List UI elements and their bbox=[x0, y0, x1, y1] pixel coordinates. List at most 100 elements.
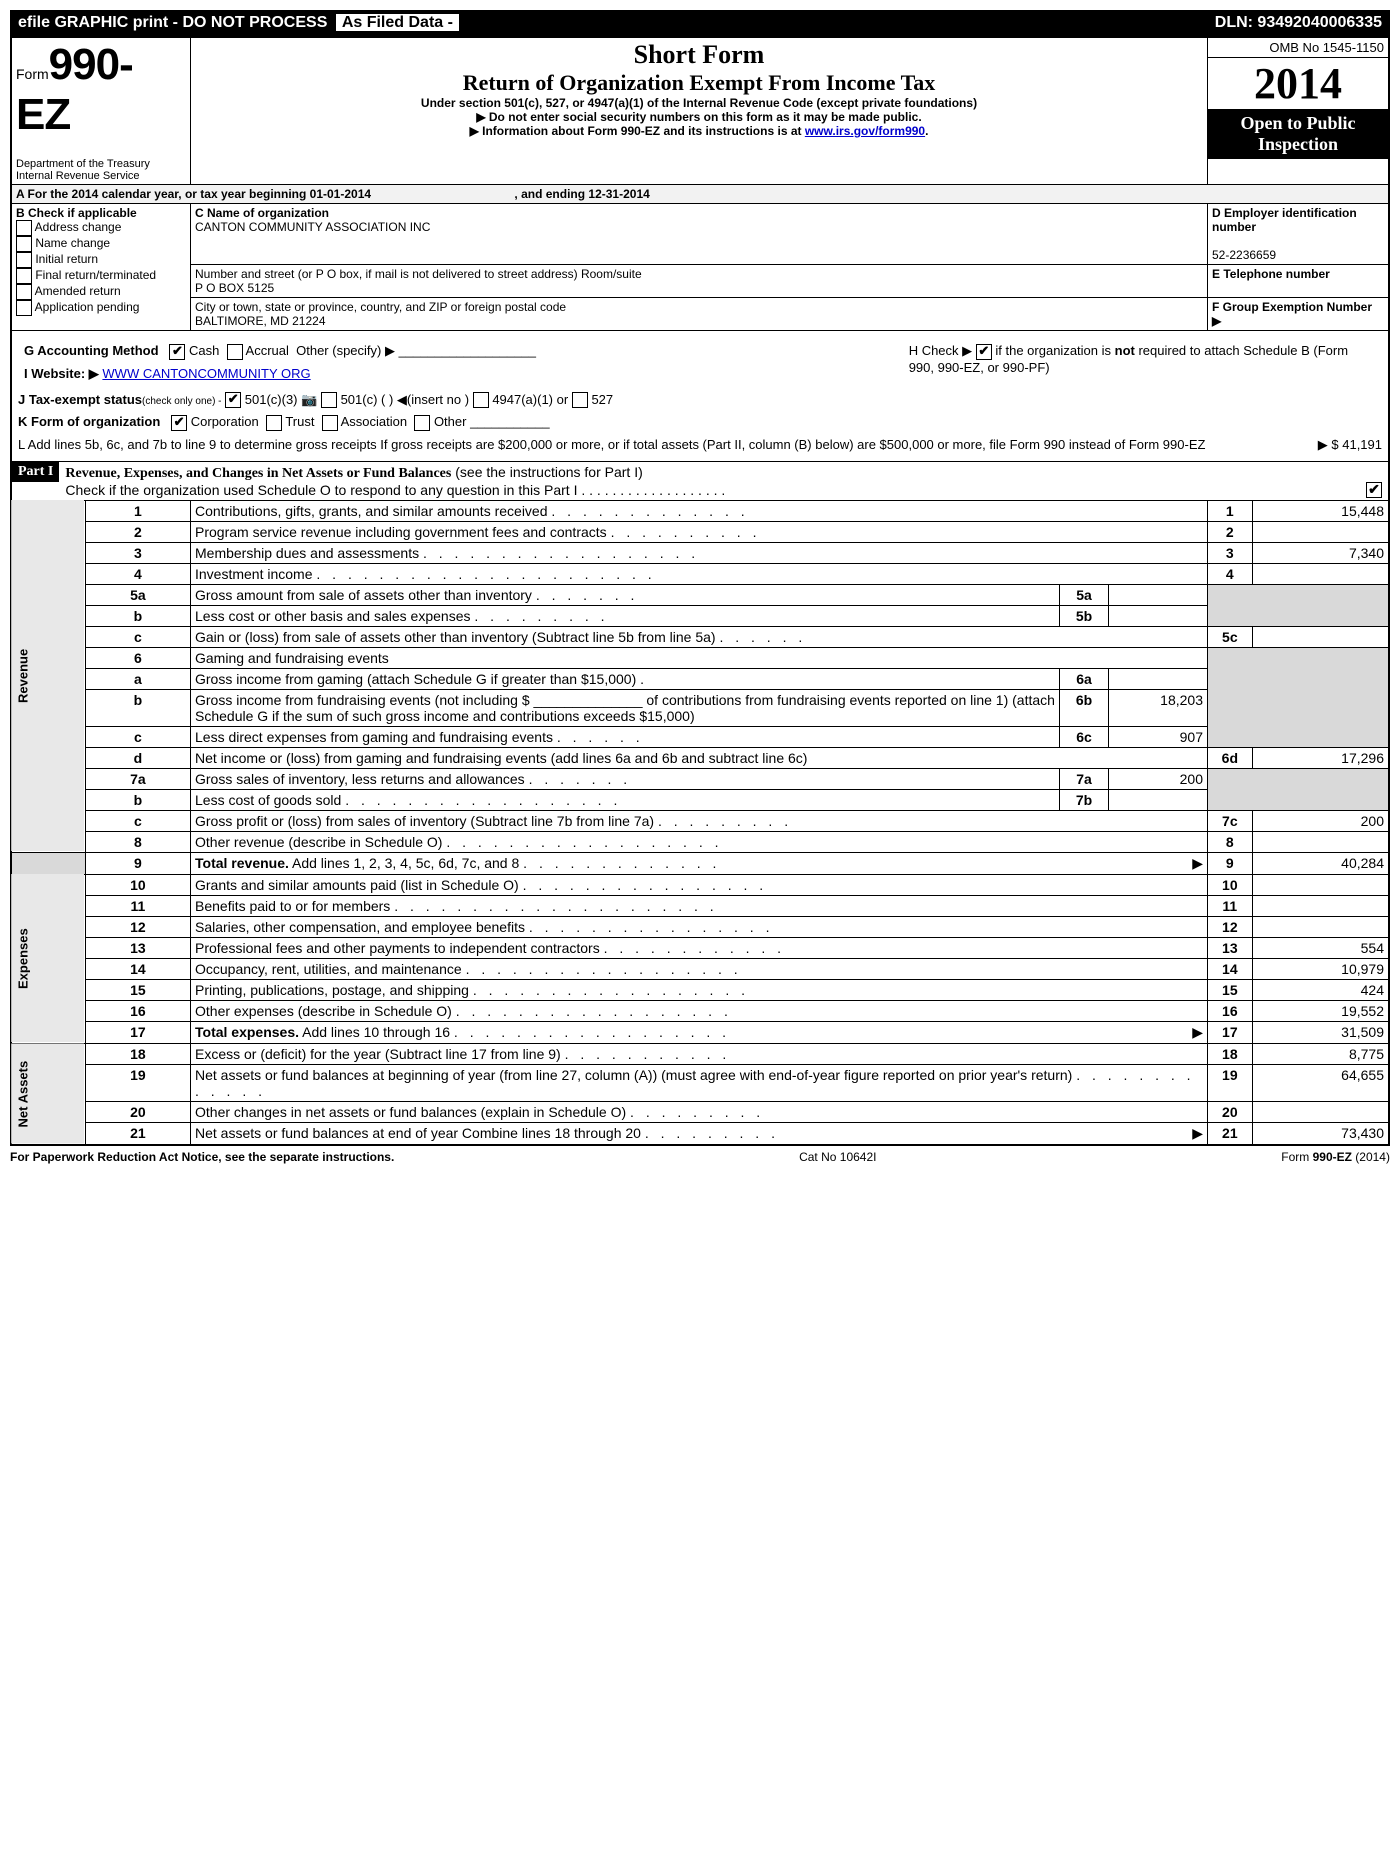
checkbox-501c[interactable] bbox=[321, 392, 337, 408]
line-6c-midamt: 907 bbox=[1109, 726, 1208, 747]
checkbox-schedule-o[interactable]: ✔ bbox=[1366, 482, 1382, 498]
line-3-rnum: 3 bbox=[1208, 542, 1253, 563]
line-18-amt: 8,775 bbox=[1252, 1043, 1389, 1064]
line-6-text: Gaming and fundraising events bbox=[195, 650, 389, 666]
line-17-text-a: Total expenses. bbox=[195, 1024, 299, 1040]
netassets-vertical-label: Net Assets bbox=[11, 1043, 85, 1145]
line-3-num: 3 bbox=[85, 542, 190, 563]
line-12-rnum: 12 bbox=[1208, 916, 1253, 937]
line-7c-amt: 200 bbox=[1252, 810, 1389, 831]
line-9-num: 9 bbox=[85, 852, 190, 874]
line-11-num: 11 bbox=[85, 895, 190, 916]
section-a-ending: , and ending 12-31-2014 bbox=[514, 187, 649, 201]
line-7a-midamt: 200 bbox=[1109, 768, 1208, 789]
line-4-num: 4 bbox=[85, 563, 190, 584]
g-other: Other (specify) ▶ bbox=[296, 343, 395, 358]
line-15-rnum: 15 bbox=[1208, 979, 1253, 1000]
line-15-text: Printing, publications, postage, and shi… bbox=[195, 982, 469, 998]
checkbox-schedule-b[interactable]: ✔ bbox=[976, 344, 992, 360]
footer-center: Cat No 10642I bbox=[799, 1150, 876, 1164]
street-label: Number and street (or P O box, if mail i… bbox=[195, 267, 642, 281]
checkbox-other[interactable] bbox=[414, 415, 430, 431]
part1-label: Part I bbox=[12, 462, 59, 482]
line-6d-num: d bbox=[85, 747, 190, 768]
line-19-rnum: 19 bbox=[1208, 1064, 1253, 1101]
checkbox-assoc[interactable] bbox=[322, 415, 338, 431]
line-20-text: Other changes in net assets or fund bala… bbox=[195, 1104, 626, 1120]
section-g-label: G Accounting Method bbox=[24, 343, 159, 358]
checkbox-amended-return[interactable] bbox=[16, 284, 32, 300]
line-4-rnum: 4 bbox=[1208, 563, 1253, 584]
line-14-num: 14 bbox=[85, 958, 190, 979]
line-7a-num: 7a bbox=[85, 768, 190, 789]
k-other: Other bbox=[434, 414, 467, 429]
checkbox-initial-return[interactable] bbox=[16, 252, 32, 268]
open-public-1: Open to Public bbox=[1240, 113, 1355, 133]
line-17-arrow: ▶ bbox=[1192, 1024, 1203, 1041]
line-19-amt: 64,655 bbox=[1252, 1064, 1389, 1101]
line-18-num: 18 bbox=[85, 1043, 190, 1064]
treasury-dept: Department of the Treasury bbox=[16, 158, 186, 170]
checkbox-527[interactable] bbox=[572, 392, 588, 408]
line-9-text-a: Total revenue. bbox=[195, 855, 289, 871]
short-form-label: Short Form bbox=[195, 40, 1203, 70]
checkbox-501c3[interactable]: ✔ bbox=[225, 392, 241, 408]
checkbox-final-return[interactable] bbox=[16, 268, 32, 284]
line-7a-mid: 7a bbox=[1060, 768, 1109, 789]
warning-2a: ▶ Information about Form 990-EZ and its … bbox=[470, 124, 805, 138]
line-11-amt bbox=[1252, 895, 1389, 916]
line-14-rnum: 14 bbox=[1208, 958, 1253, 979]
checkbox-accrual[interactable] bbox=[227, 344, 243, 360]
line-13-text: Professional fees and other payments to … bbox=[195, 940, 600, 956]
line-6d-amt: 17,296 bbox=[1252, 747, 1389, 768]
line-10-amt bbox=[1252, 874, 1389, 895]
section-e-label: E Telephone number bbox=[1212, 267, 1330, 281]
k-trust: Trust bbox=[285, 414, 314, 429]
h-text-a: H Check ▶ bbox=[909, 343, 976, 358]
checkbox-corp[interactable]: ✔ bbox=[171, 415, 187, 431]
checkbox-cash[interactable]: ✔ bbox=[169, 344, 185, 360]
section-a-text: A For the 2014 calendar year, or tax yea… bbox=[16, 187, 371, 201]
line-6b-mid: 6b bbox=[1060, 689, 1109, 726]
city-value: BALTIMORE, MD 21224 bbox=[195, 314, 326, 328]
line-4-amt bbox=[1252, 563, 1389, 584]
b-item-4: Amended return bbox=[35, 284, 121, 298]
line-8-num: 8 bbox=[85, 831, 190, 852]
checkbox-trust[interactable] bbox=[266, 415, 282, 431]
form-table: Form990-EZ Department of the Treasury In… bbox=[10, 36, 1390, 1146]
line-12-num: 12 bbox=[85, 916, 190, 937]
line-7a-text: Gross sales of inventory, less returns a… bbox=[195, 771, 525, 787]
g-cash: Cash bbox=[189, 343, 219, 358]
line-6b-text: Gross income from fundraising events (no… bbox=[195, 692, 1055, 724]
line-5c-num: c bbox=[85, 626, 190, 647]
as-filed-box: As Filed Data - bbox=[336, 14, 459, 31]
h-text-b: if the organization is bbox=[995, 343, 1114, 358]
line-8-rnum: 8 bbox=[1208, 831, 1253, 852]
b-item-2: Initial return bbox=[35, 252, 98, 266]
form-number: 990-EZ bbox=[16, 40, 133, 139]
ein: 52-2236659 bbox=[1212, 248, 1276, 262]
checkbox-address-change[interactable] bbox=[16, 220, 32, 236]
line-11-text: Benefits paid to or for members bbox=[195, 898, 390, 914]
form-title: Return of Organization Exempt From Incom… bbox=[195, 70, 1203, 96]
line-5b-num: b bbox=[85, 605, 190, 626]
schedule-icon: 📷 bbox=[301, 392, 317, 407]
l-arrow: ▶ bbox=[1318, 437, 1328, 452]
line-6d-rnum: 6d bbox=[1208, 747, 1253, 768]
section-f-label: F Group Exemption Number ▶ bbox=[1212, 300, 1372, 328]
website-link[interactable]: WWW CANTONCOMMUNITY ORG bbox=[102, 366, 310, 381]
line-15-amt: 424 bbox=[1252, 979, 1389, 1000]
footer-right-b: 990-EZ bbox=[1313, 1150, 1352, 1164]
line-6-num: 6 bbox=[85, 647, 190, 668]
checkbox-name-change[interactable] bbox=[16, 236, 32, 252]
line-3-text: Membership dues and assessments bbox=[195, 545, 419, 561]
irs-link[interactable]: www.irs.gov/form990 bbox=[805, 124, 925, 138]
checkbox-application-pending[interactable] bbox=[16, 300, 32, 316]
line-1-amt: 15,448 bbox=[1252, 500, 1389, 521]
line-21-amt: 73,430 bbox=[1252, 1122, 1389, 1145]
form-prefix: Form bbox=[16, 66, 49, 82]
line-12-amt bbox=[1252, 916, 1389, 937]
line-1-rnum: 1 bbox=[1208, 500, 1253, 521]
line-1-text: Contributions, gifts, grants, and simila… bbox=[195, 503, 548, 519]
checkbox-4947[interactable] bbox=[473, 392, 489, 408]
